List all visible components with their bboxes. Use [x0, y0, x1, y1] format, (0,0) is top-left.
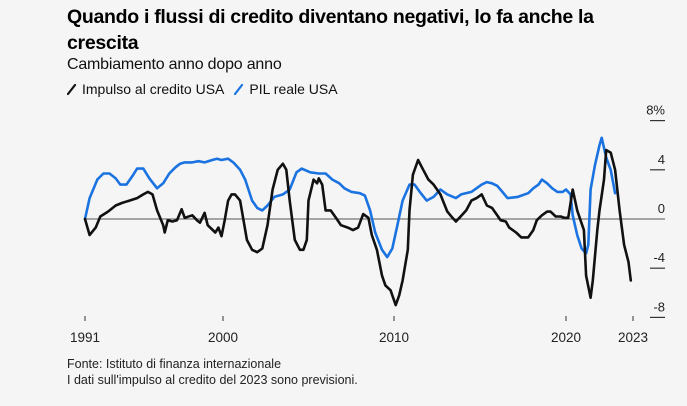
series-group [83, 136, 633, 307]
legend-item-credit-impulse: Impulso al credito USA [67, 81, 224, 97]
forecast-note: I dati sull'impulso al credito del 2023 … [67, 373, 358, 387]
x-tick-label: 2023 [618, 330, 648, 345]
chart-subtitle: Cambiamento anno dopo anno [67, 56, 282, 73]
y-tick-label: 8% [646, 103, 665, 118]
x-tick-label: 2020 [551, 330, 581, 345]
y-tick-label: 0 [658, 201, 665, 216]
source-note: Fonte: Istituto di finanza internazional… [67, 357, 282, 371]
x-tick-label: 2010 [379, 330, 409, 345]
chart-title: Quando i flussi di credito diventano neg… [67, 6, 594, 54]
legend: Impulso al credito USA PIL reale USA [67, 81, 338, 97]
y-axis: 8% 4 0 -4 -8 [646, 103, 665, 318]
footer: Fonte: Istituto di finanza internazional… [67, 356, 358, 388]
legend-swatch-black-slash-icon [67, 83, 77, 96]
series-line-real-gdp [83, 136, 617, 259]
y-tick-label: -4 [653, 250, 665, 265]
x-tick-label: 1991 [70, 330, 100, 345]
legend-label: PIL reale USA [249, 81, 338, 97]
x-axis: 1991 2000 2010 2020 2023 [70, 316, 648, 345]
legend-item-real-gdp: PIL reale USA [234, 81, 338, 97]
legend-label: Impulso al credito USA [82, 81, 225, 97]
x-tick-label: 2000 [208, 330, 238, 345]
legend-swatch-blue-slash-icon [234, 83, 244, 96]
y-tick-label: -8 [653, 299, 665, 314]
series-line-credit-impulse [83, 148, 633, 307]
y-tick-label: 4 [658, 152, 665, 167]
